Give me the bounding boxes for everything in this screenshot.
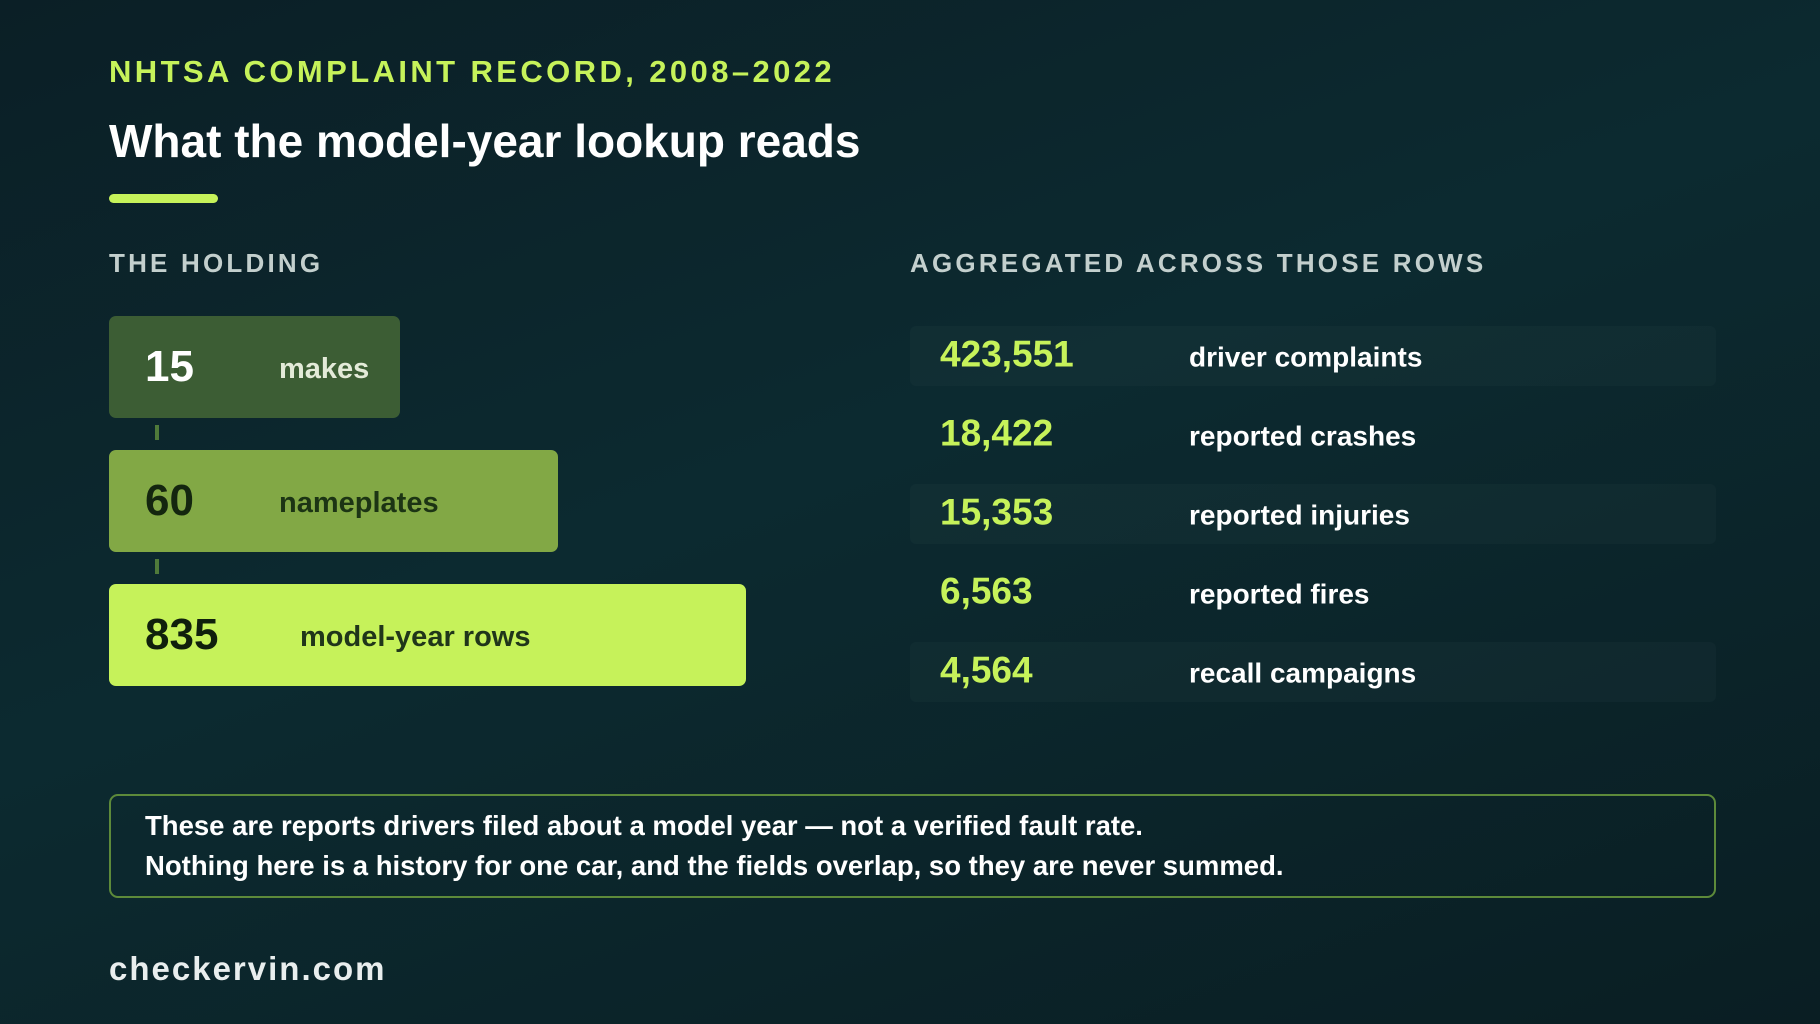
- section-heading: AGGREGATED ACROSS THOSE ROWS: [910, 248, 1487, 278]
- tier-box: 835 model-year rows: [109, 584, 746, 686]
- title: What the model-year lookup reads: [109, 115, 861, 167]
- title-rule: [109, 194, 218, 203]
- aggregate-row: 423,551 driver complaints: [910, 326, 1716, 386]
- aggregate-value: 6,563: [940, 570, 1033, 612]
- tier-connector: [155, 559, 159, 574]
- aggregate-label: reported injuries: [1189, 499, 1410, 531]
- tier-value: 835: [145, 610, 219, 659]
- tier-value: 15: [145, 342, 194, 391]
- tier-label: model-year rows: [300, 621, 531, 654]
- aggregate-value: 18,422: [940, 412, 1054, 454]
- tier-label: makes: [279, 353, 370, 386]
- aggregate-label: recall campaigns: [1189, 657, 1417, 689]
- aggregate-row: 6,563 reported fires: [910, 563, 1716, 623]
- kicker: NHTSA COMPLAINT RECORD, 2008–2022: [109, 54, 836, 89]
- tier-label: nameplates: [279, 487, 439, 520]
- tier-box: 15 makes: [109, 316, 400, 418]
- section-heading: THE HOLDING: [109, 248, 324, 278]
- aggregate-value: 15,353: [940, 491, 1054, 533]
- tier-box: 60 nameplates: [109, 450, 558, 552]
- tier-value: 60: [145, 476, 194, 525]
- aggregate-label: driver complaints: [1189, 341, 1423, 373]
- aggregate-value: 423,551: [940, 333, 1074, 375]
- aggregate-row: 15,353 reported injuries: [910, 484, 1716, 544]
- site-link: checkervin.com: [109, 950, 387, 987]
- aggregate-label: reported crashes: [1189, 420, 1417, 452]
- aggregate-label: reported fires: [1189, 578, 1370, 610]
- note-line: These are reports drivers filed about a …: [145, 810, 1143, 841]
- aggregate-value: 4,564: [940, 649, 1033, 691]
- tier-connector: [155, 425, 159, 440]
- aggregate-row: 4,564 recall campaigns: [910, 642, 1716, 702]
- aggregate-row: 18,422 reported crashes: [910, 405, 1716, 465]
- note-line: Nothing here is a history for one car, a…: [145, 850, 1284, 881]
- note-box: These are reports drivers filed about a …: [109, 794, 1716, 898]
